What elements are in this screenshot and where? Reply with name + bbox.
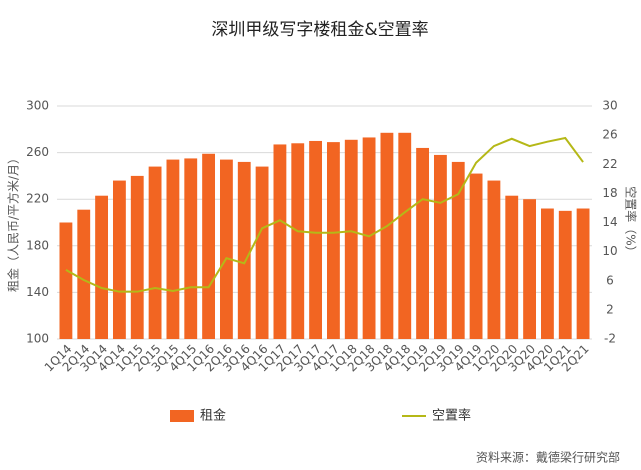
bar bbox=[576, 208, 590, 339]
bar bbox=[416, 147, 430, 339]
y2-tick-label: 26 bbox=[602, 128, 617, 142]
y-tick-label: 140 bbox=[26, 285, 49, 299]
bar bbox=[95, 195, 109, 339]
bar bbox=[59, 222, 73, 339]
bar bbox=[202, 153, 216, 339]
bar bbox=[344, 139, 358, 339]
y2-tick-label: 2 bbox=[606, 302, 614, 316]
legend-label: 空置率 bbox=[432, 408, 471, 424]
y-tick-label: 260 bbox=[26, 145, 49, 159]
y2-tick-label: 30 bbox=[602, 99, 617, 113]
bar bbox=[273, 144, 287, 339]
y-axis-label: 租金（人民币/平方米/月） bbox=[6, 152, 21, 292]
y-tick-label: 220 bbox=[26, 192, 49, 206]
bar bbox=[433, 154, 447, 339]
bar bbox=[255, 166, 269, 339]
bar bbox=[451, 161, 465, 339]
bar bbox=[77, 209, 91, 339]
y2-tick-label: 6 bbox=[606, 273, 614, 287]
bar bbox=[469, 173, 483, 339]
bar bbox=[558, 210, 572, 339]
y2-axis-label: 空置率（%） bbox=[624, 186, 639, 257]
bar bbox=[487, 180, 501, 339]
bar bbox=[505, 195, 519, 339]
y2-tick-label: 18 bbox=[602, 186, 617, 200]
bar bbox=[523, 199, 537, 339]
y2-tick-label: -2 bbox=[604, 332, 616, 346]
y-tick-label: 300 bbox=[26, 99, 49, 113]
bar bbox=[237, 161, 251, 339]
y-tick-label: 180 bbox=[26, 238, 49, 252]
bar bbox=[219, 159, 233, 339]
bar bbox=[362, 137, 376, 339]
bar bbox=[166, 159, 180, 339]
line bbox=[65, 136, 584, 293]
source-note: 资料来源：戴德梁行研究部 bbox=[476, 450, 620, 465]
y2-tick-label: 22 bbox=[602, 157, 617, 171]
bar bbox=[148, 166, 162, 339]
bar bbox=[326, 142, 340, 339]
y2-tick-label: 10 bbox=[602, 244, 617, 258]
legend-label: 租金 bbox=[200, 408, 226, 424]
chart-title: 深圳甲级写字楼租金&空置率 bbox=[211, 20, 428, 40]
bar bbox=[540, 208, 554, 339]
y2-tick-label: 14 bbox=[602, 215, 617, 229]
bar bbox=[112, 180, 126, 339]
y-tick-label: 100 bbox=[26, 332, 49, 346]
bar bbox=[130, 175, 144, 339]
bar bbox=[380, 132, 394, 339]
bar bbox=[398, 132, 412, 339]
bar bbox=[291, 143, 305, 339]
bar bbox=[309, 140, 323, 339]
bar bbox=[184, 158, 198, 339]
legend-swatch bbox=[170, 410, 194, 422]
